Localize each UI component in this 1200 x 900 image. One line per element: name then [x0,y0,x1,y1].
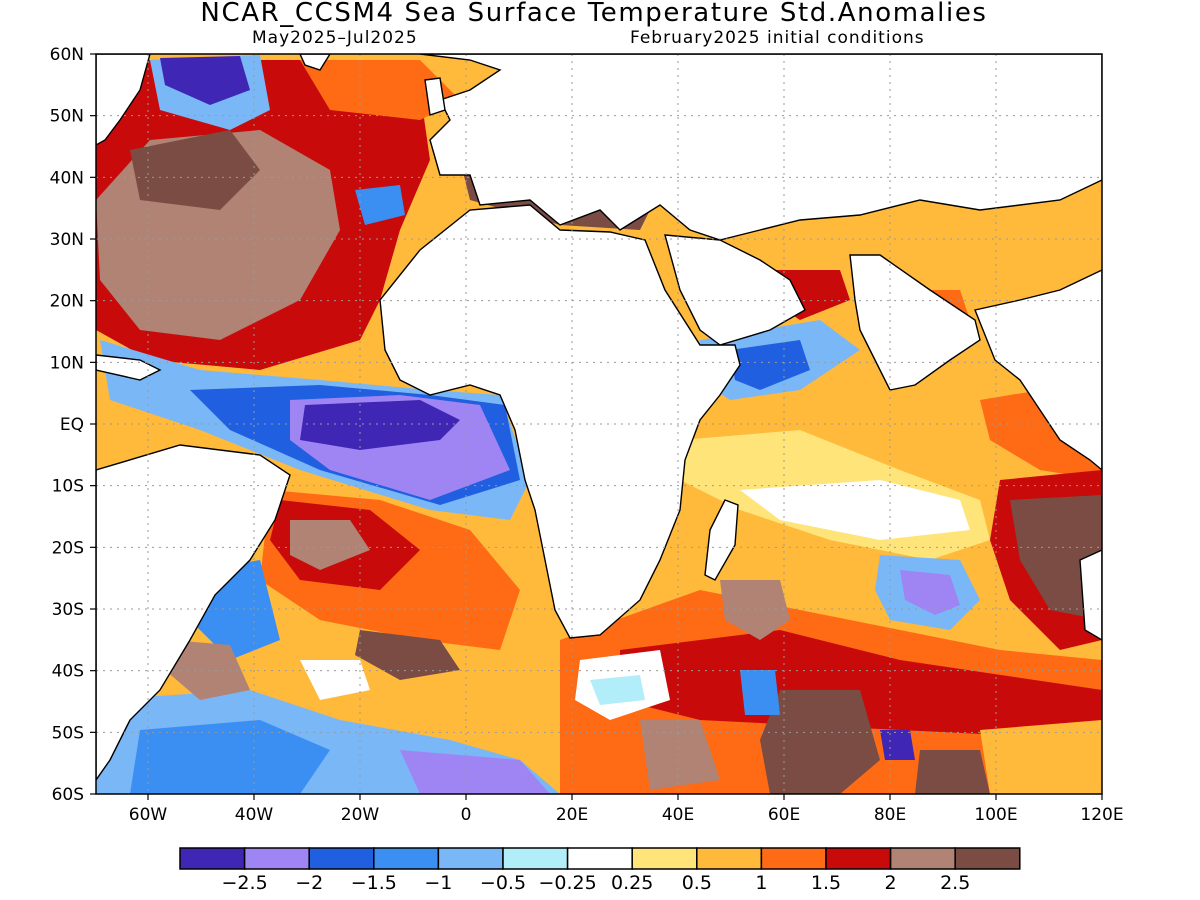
color-swatch [954,847,1021,870]
north-america [96,54,331,146]
lon-label: 120E [1080,805,1123,825]
anomaly-patch [355,185,405,225]
anomaly-patch [300,400,460,450]
anomaly-patch [130,720,330,794]
color-legend [179,847,1021,870]
lon-label: 80E [874,805,906,825]
color-legend-label: 2 [885,872,897,894]
anomaly-patch [400,750,550,794]
anomaly-patch [900,570,960,615]
anomaly-patch [300,60,460,120]
lon-label: 100E [974,805,1017,825]
lat-label: 60S [52,785,84,805]
anomaly-patch [590,675,645,705]
anomaly-patch [720,580,790,640]
color-swatch [889,847,956,870]
australia [1079,549,1102,641]
axis-ticks [90,53,1103,800]
color-swatch [566,847,633,870]
lon-label: 20E [556,805,588,825]
south-america-north [96,354,162,381]
lat-label: 50S [52,723,84,743]
color-legend-label: −1.5 [351,872,397,894]
south-america [96,444,291,782]
lat-label: 30N [50,230,84,250]
color-swatch [696,847,763,870]
color-legend-label: −2 [295,872,323,894]
initial-conditions: February2025 initial conditions [630,28,925,48]
arabia [664,234,806,346]
color-swatch [760,847,827,870]
color-legend-label: 1 [755,872,767,894]
anomaly-patch [740,670,780,715]
lat-label: 50N [50,107,84,127]
latitude-labels: 60N 50N 40N 30N 20N 10N EQ 10S 20S 30S 40S 50S 60S [50,45,84,805]
anomaly-patch [620,630,1102,740]
color-legend-label: 0.25 [611,872,653,894]
forecast-period: May2025–Jul2025 [252,28,418,48]
lat-label: EQ [60,415,84,435]
color-legend-labels: −2.5 −2 −1.5 −1 −0.5 −0.25 0.25 0.5 1 1.5 2 2.5 [222,872,971,894]
continent-outlines [96,54,1102,782]
lat-label: 10N [50,353,84,373]
color-swatch [631,847,698,870]
africa [379,204,741,639]
anomaly-patch [915,750,990,794]
anomaly-patch [130,130,260,210]
color-swatch [825,847,892,870]
southeast-asia [974,269,1102,471]
color-swatch [243,847,310,870]
lon-label: 40W [235,805,274,825]
anomaly-patch [300,660,370,700]
lat-label: 20S [52,538,84,558]
color-legend-label: −0.25 [538,872,596,894]
madagascar [704,499,739,581]
anomaly-patch [760,690,880,794]
color-legend-label: −2.5 [222,872,268,894]
color-swatch [179,847,246,870]
anomaly-patch [290,520,370,570]
anomaly-patch [160,56,250,105]
anomaly-patch [880,730,915,760]
anomaly-patch [980,720,1102,794]
anomaly-patch [730,340,810,390]
lon-label: 60E [768,805,800,825]
lon-label: 60W [129,805,168,825]
color-legend-label: 1.5 [811,872,841,894]
india [849,254,981,391]
lon-label: 20W [341,805,380,825]
color-legend-label: −1 [424,872,452,894]
lat-label: 60N [50,45,84,65]
lat-label: 10S [52,477,84,497]
color-swatch [308,847,375,870]
anomaly-patch [740,480,970,540]
anomaly-patch [355,630,460,680]
color-swatch [502,847,569,870]
color-legend-label: 2.5 [940,872,970,894]
longitude-labels: 60W 40W 20W 0 20E 40E 60E 80E 100E 120E [129,805,1124,825]
lat-label: 20N [50,292,84,312]
lat-label: 30S [52,600,84,620]
anomaly-patch [640,720,720,790]
color-swatch [437,847,504,870]
color-swatch [373,847,440,870]
color-legend-label: −0.5 [480,872,526,894]
lon-label: 40E [662,805,694,825]
lat-label: 40S [52,662,84,682]
anomaly-patch [165,640,250,700]
color-legend-label: 0.5 [682,872,712,894]
lat-label: 40N [50,168,84,188]
lon-label: 0 [461,805,472,825]
anomaly-patch [1010,495,1102,620]
map-title: NCAR_CCSM4 Sea Surface Temperature Std.A… [200,0,988,28]
great-britain [424,77,446,116]
